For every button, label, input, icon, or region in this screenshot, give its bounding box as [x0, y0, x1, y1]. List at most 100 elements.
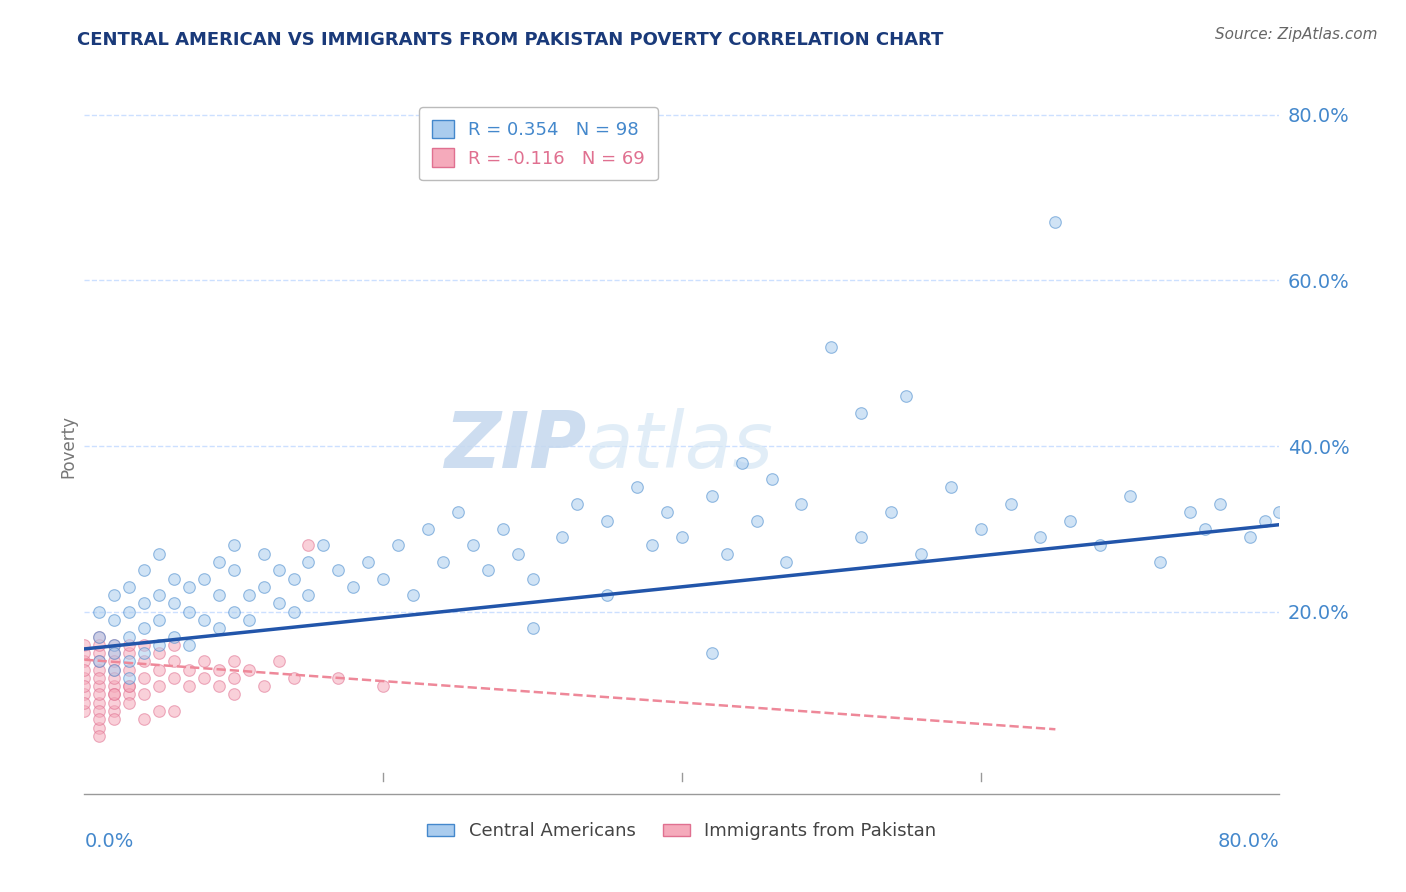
Point [1059, 514, 1081, 528]
Point [118, 630, 141, 644]
Point [208, 555, 231, 569]
Text: CENTRAL AMERICAN VS IMMIGRANTS FROM PAKISTAN POVERTY CORRELATION CHART: CENTRAL AMERICAN VS IMMIGRANTS FROM PAKI… [77, 31, 943, 49]
Point [148, 704, 170, 718]
Text: 0.0%: 0.0% [84, 832, 134, 851]
Point [1149, 555, 1171, 569]
Point [132, 646, 156, 660]
Point [193, 613, 215, 627]
Point [700, 646, 723, 660]
Point [132, 621, 156, 635]
Point [118, 654, 141, 668]
Point [89, 605, 111, 619]
Point [193, 572, 215, 586]
Point [89, 654, 111, 668]
Point [148, 679, 170, 693]
Point [328, 671, 350, 685]
Point [163, 638, 186, 652]
Point [103, 679, 125, 693]
Point [163, 596, 186, 610]
Point [132, 688, 156, 702]
Point [73, 638, 96, 652]
Point [177, 663, 200, 677]
Point [238, 588, 260, 602]
Point [118, 646, 141, 660]
Point [103, 646, 125, 660]
Point [118, 696, 141, 710]
Point [73, 671, 96, 685]
Point [118, 580, 141, 594]
Point [163, 654, 186, 668]
Point [745, 514, 768, 528]
Point [432, 555, 454, 569]
Point [731, 456, 754, 470]
Text: atlas: atlas [586, 408, 775, 484]
Point [73, 646, 96, 660]
Point [820, 340, 842, 354]
Point [1194, 522, 1216, 536]
Point [1268, 505, 1291, 519]
Point [103, 646, 125, 660]
Point [118, 638, 141, 652]
Point [73, 654, 96, 668]
Point [103, 588, 125, 602]
Point [297, 538, 319, 552]
Point [1000, 497, 1022, 511]
Point [89, 696, 111, 710]
Point [89, 712, 111, 726]
Point [89, 630, 111, 644]
Point [253, 679, 276, 693]
Point [132, 712, 156, 726]
Point [148, 663, 170, 677]
Point [461, 538, 484, 552]
Point [103, 663, 125, 677]
Point [118, 688, 141, 702]
Text: 80.0%: 80.0% [1218, 832, 1279, 851]
Point [103, 704, 125, 718]
Point [267, 596, 290, 610]
Point [148, 613, 170, 627]
Point [89, 671, 111, 685]
Point [283, 605, 305, 619]
Point [267, 654, 290, 668]
Point [416, 522, 439, 536]
Point [177, 605, 200, 619]
Point [148, 588, 170, 602]
Point [103, 638, 125, 652]
Point [118, 671, 141, 685]
Point [208, 679, 231, 693]
Point [267, 563, 290, 577]
Point [357, 555, 380, 569]
Point [163, 671, 186, 685]
Point [238, 613, 260, 627]
Point [177, 679, 200, 693]
Point [492, 522, 515, 536]
Point [163, 704, 186, 718]
Point [89, 721, 111, 735]
Point [910, 547, 932, 561]
Point [222, 538, 245, 552]
Text: ZIP: ZIP [444, 408, 586, 484]
Point [700, 489, 723, 503]
Point [103, 688, 125, 702]
Point [522, 572, 544, 586]
Point [775, 555, 797, 569]
Point [148, 638, 170, 652]
Point [1178, 505, 1201, 519]
Point [297, 555, 319, 569]
Point [894, 389, 917, 403]
Point [103, 671, 125, 685]
Point [342, 580, 364, 594]
Point [89, 646, 111, 660]
Point [1119, 489, 1142, 503]
Point [103, 696, 125, 710]
Point [1045, 215, 1067, 229]
Point [208, 663, 231, 677]
Point [193, 671, 215, 685]
Point [939, 480, 962, 494]
Point [89, 663, 111, 677]
Point [373, 679, 395, 693]
Point [222, 605, 245, 619]
Point [551, 530, 574, 544]
Point [283, 572, 305, 586]
Point [193, 654, 215, 668]
